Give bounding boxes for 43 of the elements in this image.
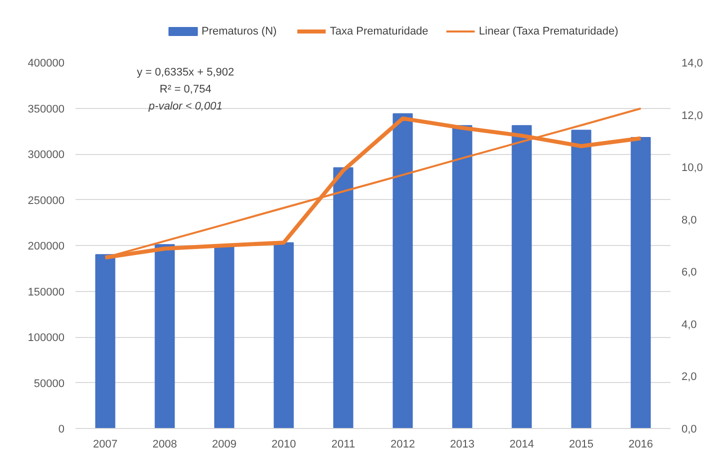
y-tick-label: 350000 [28, 103, 65, 116]
y2-tick-label: 6,0 [682, 266, 697, 279]
bar [333, 167, 354, 428]
legend-label: Taxa Prematuridade [330, 26, 428, 38]
x-tick-label: 2012 [390, 438, 415, 450]
bar [392, 113, 413, 428]
y-tick-label: 150000 [28, 286, 65, 298]
bar [214, 245, 234, 428]
y-tick-label: 400000 [28, 58, 65, 70]
y2-tick-label: 2,0 [682, 371, 697, 384]
annotation: p-valor < 0,001 [148, 100, 222, 112]
bar [274, 242, 294, 428]
y2-tick-label: 4,0 [682, 318, 697, 331]
y2-tick-label: 14,0 [682, 58, 703, 70]
bar [630, 137, 651, 428]
bar [571, 130, 592, 428]
bar [154, 244, 175, 428]
y-tick-label: 200000 [28, 240, 65, 252]
legend-label: Prematuros (N) [202, 26, 277, 38]
y-tick-label: 50000 [34, 378, 65, 390]
x-tick-label: 2010 [272, 438, 296, 450]
x-tick-label: 2009 [212, 438, 236, 450]
y2-tick-label: 10,0 [682, 162, 703, 174]
y2-tick-label: 8,0 [682, 214, 697, 226]
y-tick-label: 100000 [28, 332, 65, 344]
x-tick-label: 2015 [569, 438, 594, 450]
x-tick-label: 2013 [450, 438, 474, 450]
bar [95, 254, 116, 428]
bar [452, 125, 472, 428]
x-tick-label: 2011 [331, 438, 356, 450]
y-tick-label: 300000 [28, 149, 65, 161]
annotation: y = 0,6335x + 5,902 [136, 66, 234, 78]
x-tick-label: 2008 [152, 438, 177, 450]
y2-tick-label: 12,0 [682, 110, 703, 122]
legend-label: Linear (Taxa Prematuridade) [478, 26, 618, 38]
y-tick-label: 250000 [28, 194, 65, 207]
y2-tick-label: 0,0 [682, 424, 697, 436]
x-tick-label: 2007 [93, 438, 118, 450]
x-tick-label: 2014 [510, 438, 534, 450]
y-tick-label: 0 [58, 424, 65, 436]
x-tick-label: 2016 [628, 438, 653, 450]
bar [512, 125, 532, 428]
annotation: R² = 0,754 [160, 84, 212, 96]
